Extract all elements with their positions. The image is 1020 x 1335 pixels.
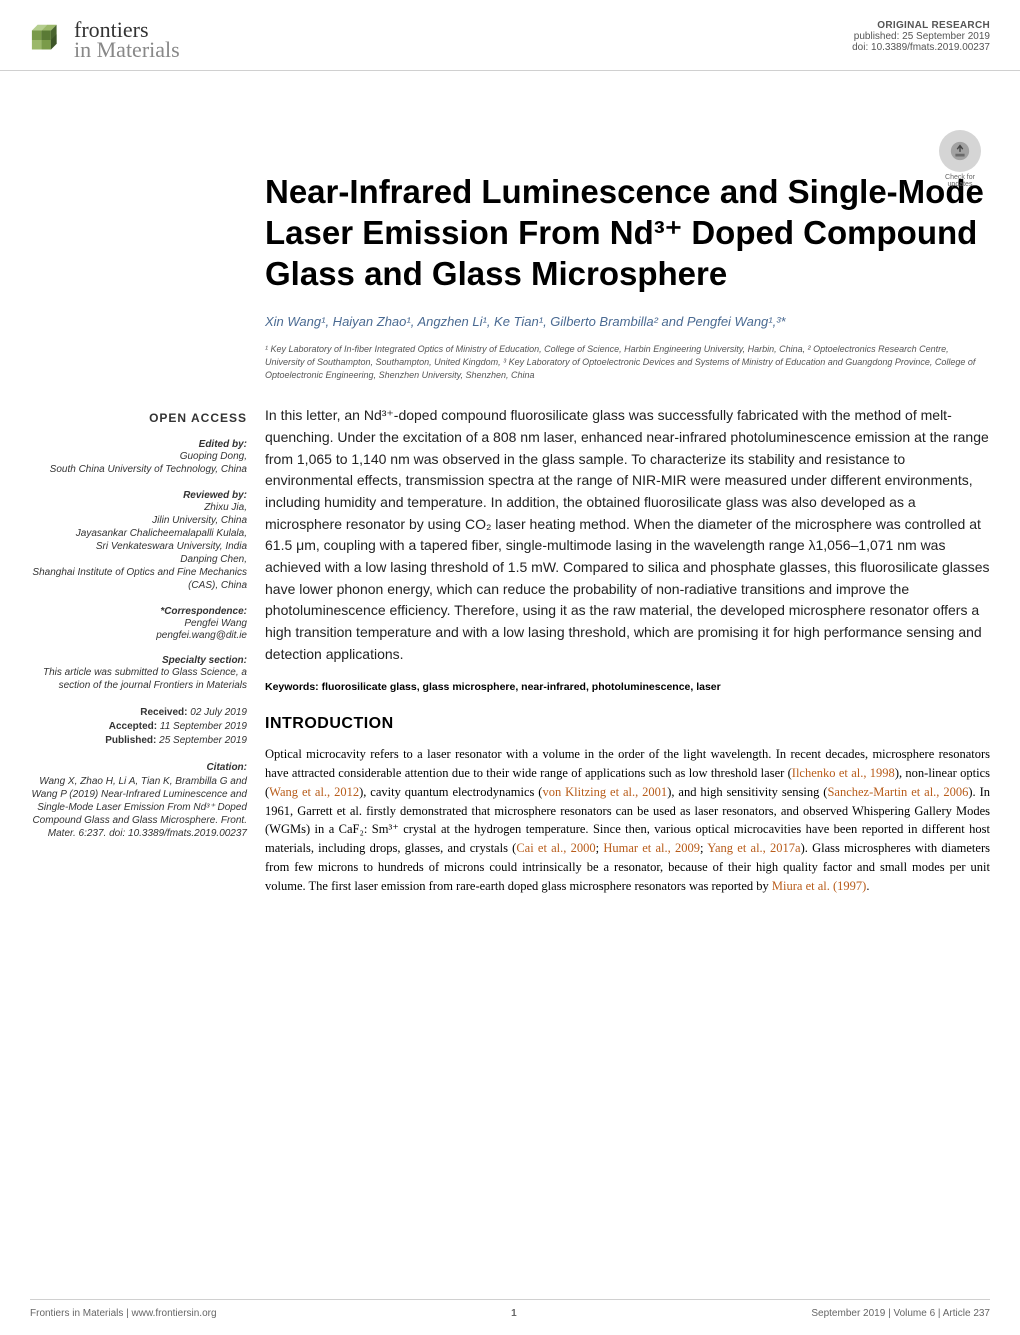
dates-block: Received: 02 July 2019Accepted: 11 Septe…	[30, 706, 247, 748]
editor-name: Guoping Dong,	[30, 450, 247, 463]
footer-right: September 2019 | Volume 6 | Article 237	[811, 1308, 990, 1319]
intro-body: Optical microcavity refers to a laser re…	[265, 745, 990, 895]
footer: Frontiers in Materials | www.frontiersin…	[30, 1299, 990, 1319]
edited-by-label: Edited by:	[30, 439, 247, 450]
check-updates-button[interactable]: Check forupdates	[930, 130, 990, 188]
reviewer-block: Zhixu Jia, Jilin University, China Jayas…	[30, 501, 247, 592]
keywords: Keywords: fluorosilicate glass, glass mi…	[265, 681, 990, 693]
authors: Xin Wang¹, Haiyan Zhao¹, Angzhen Li¹, Ke…	[265, 314, 990, 329]
logo-text: frontiers in Materials	[74, 20, 180, 60]
reviewer-affil: Shanghai Institute of Optics and Fine Me…	[30, 566, 247, 592]
journal-logo: frontiers in Materials	[30, 20, 180, 60]
editor-affil: South China University of Technology, Ch…	[30, 463, 247, 476]
reviewer-name: Jayasankar Chalicheemalapalli Kulala,	[30, 527, 247, 540]
open-access-label: OPEN ACCESS	[30, 411, 247, 425]
footer-page: 1	[511, 1308, 517, 1319]
logo-line2: in Materials	[74, 40, 180, 60]
specialty-text: This article was submitted to Glass Scie…	[30, 666, 247, 692]
doi: doi: 10.3389/fmats.2019.00237	[852, 42, 990, 53]
check-circle-icon	[939, 130, 981, 172]
reviewer-affil: Jilin University, China	[30, 514, 247, 527]
reviewer-affil: Sri Venkateswara University, India	[30, 540, 247, 553]
correspondence-block: *Correspondence: Pengfei Wang pengfei.wa…	[30, 606, 247, 641]
article-body: Near-Infrared Luminescence and Single-Mo…	[265, 71, 990, 896]
header-bar: frontiers in Materials ORIGINAL RESEARCH…	[0, 0, 1020, 71]
article-type: ORIGINAL RESEARCH	[852, 20, 990, 31]
footer-left: Frontiers in Materials | www.frontiersin…	[30, 1308, 217, 1319]
reviewer-name: Zhixu Jia,	[30, 501, 247, 514]
article-title: Near-Infrared Luminescence and Single-Mo…	[265, 171, 990, 295]
correspondence-label: *Correspondence:	[30, 606, 247, 617]
specialty-label: Specialty section:	[30, 655, 247, 666]
correspondence-name: Pengfei Wang	[30, 617, 247, 630]
logo-cube-icon	[30, 21, 68, 59]
abstract: In this letter, an Nd³⁺-doped compound f…	[265, 405, 990, 665]
citation-text: Wang X, Zhao H, Li A, Tian K, Brambilla …	[30, 775, 247, 840]
sidebar: OPEN ACCESS Edited by: Guoping Dong, Sou…	[30, 71, 265, 896]
reviewer-name: Danping Chen,	[30, 553, 247, 566]
main-content: OPEN ACCESS Edited by: Guoping Dong, Sou…	[0, 71, 1020, 896]
published-date: published: 25 September 2019	[852, 31, 990, 42]
header-meta: ORIGINAL RESEARCH published: 25 Septembe…	[852, 20, 990, 53]
affiliations: ¹ Key Laboratory of In-fiber Integrated …	[265, 343, 990, 381]
check-updates-label: Check forupdates	[930, 174, 990, 188]
citation-block: Citation: Wang X, Zhao H, Li A, Tian K, …	[30, 762, 247, 840]
correspondence-email: pengfei.wang@dit.ie	[30, 630, 247, 641]
citation-label: Citation:	[30, 762, 247, 773]
intro-heading: INTRODUCTION	[265, 715, 990, 733]
specialty-block: Specialty section: This article was subm…	[30, 655, 247, 692]
reviewed-by-label: Reviewed by:	[30, 490, 247, 501]
